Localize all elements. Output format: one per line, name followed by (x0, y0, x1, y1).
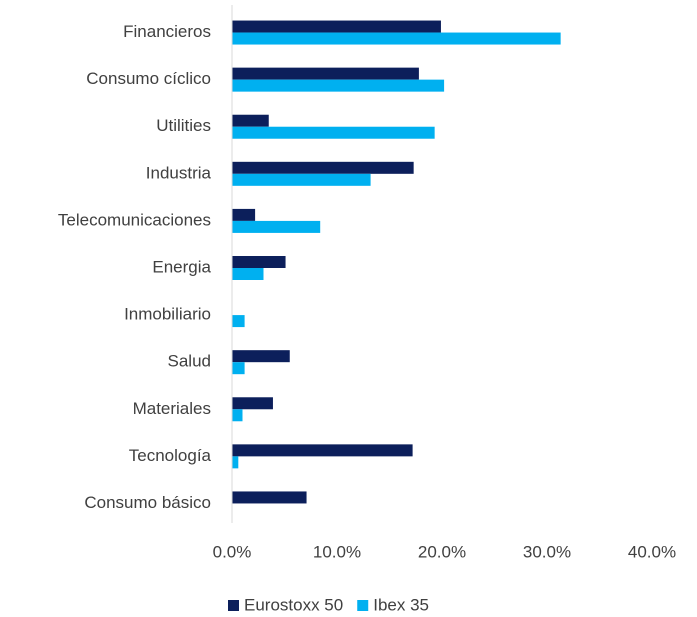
bar (232, 444, 413, 457)
bar (232, 350, 290, 363)
y-tick-label: Financieros (123, 22, 211, 41)
y-tick-label: Consumo básico (84, 493, 211, 512)
bar (232, 67, 419, 80)
x-tick-label: 30.0% (523, 542, 571, 561)
x-tick-label: 0.0% (213, 542, 252, 561)
y-tick-label: Utilities (156, 116, 211, 135)
y-tick-label: Industria (146, 163, 212, 182)
bar (232, 173, 371, 186)
y-tick-label: Consumo cíclico (86, 69, 211, 88)
bar (232, 268, 264, 280)
y-tick-label: Energia (152, 257, 211, 276)
y-tick-label: Materiales (133, 399, 211, 418)
bar (232, 397, 273, 410)
bar (232, 32, 561, 45)
bar (232, 456, 239, 469)
bar (232, 79, 445, 92)
x-tick-label: 20.0% (418, 542, 466, 561)
x-tick-label: 10.0% (313, 542, 361, 561)
bar (232, 208, 256, 221)
y-tick-label: Tecnología (129, 446, 212, 465)
legend-label: Ibex 35 (373, 595, 429, 614)
bar (232, 20, 441, 33)
bar (232, 362, 245, 375)
legend-swatch (228, 600, 239, 611)
bar (232, 256, 286, 268)
bar (232, 220, 321, 233)
legend-swatch (357, 600, 369, 611)
bar (232, 161, 414, 174)
x-tick-label: 40.0% (628, 542, 676, 561)
y-tick-label: Telecomunicaciones (58, 210, 211, 229)
bar (232, 315, 245, 328)
legend-label: Eurostoxx 50 (244, 595, 343, 614)
y-tick-label: Salud (168, 352, 211, 371)
y-tick-label: Inmobiliario (124, 305, 211, 324)
bar (232, 114, 269, 127)
bar (232, 491, 307, 504)
bar (232, 126, 435, 139)
bar (232, 409, 243, 422)
